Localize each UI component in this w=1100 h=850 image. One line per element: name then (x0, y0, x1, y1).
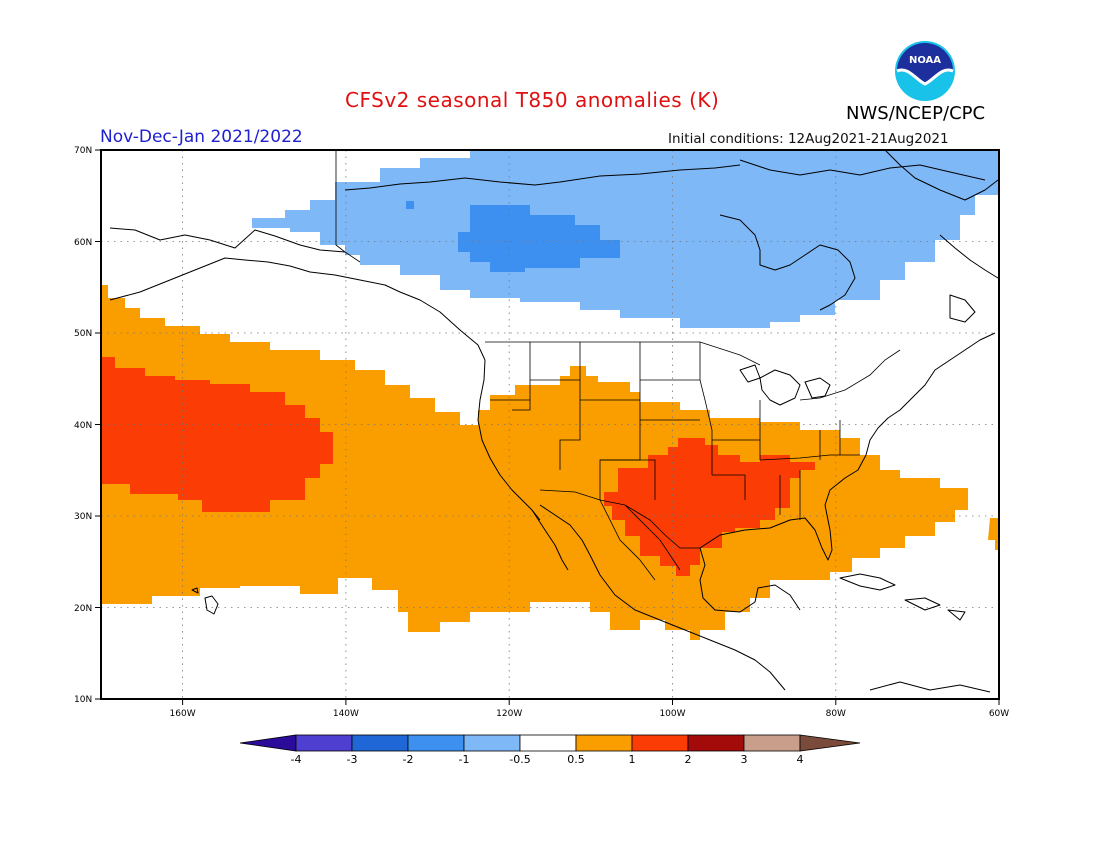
noaa-logo: NOAA (895, 41, 955, 101)
colorbar-swatch-9 (743, 734, 801, 752)
cold-anomaly-spot (406, 201, 414, 209)
lat-label-10n: 10N (74, 695, 92, 705)
colorbar-swatch-8 (687, 734, 745, 752)
colorbar-label-m1: -1 (459, 753, 470, 766)
colorbar-swatch-6 (575, 734, 633, 752)
lat-ticks (95, 149, 101, 700)
agency-label: NWS/NCEP/CPC (846, 103, 986, 124)
initial-conditions-label: Initial conditions: 12Aug2021-21Aug2021 (668, 131, 949, 147)
warm-anomaly-strong-pacific (101, 357, 333, 512)
colorbar-low-arrow (239, 734, 297, 752)
colorbar-label-p1: 1 (629, 753, 636, 766)
colorbar-label-p4: 4 (797, 753, 804, 766)
colorbar-high-arrow (799, 734, 861, 752)
colorbar-label-m3: -3 (347, 753, 358, 766)
political-boundaries (335, 150, 901, 581)
lat-label-20n: 20N (74, 604, 92, 614)
cold-anomaly-light (252, 150, 999, 328)
noaa-logo-text: NOAA (909, 55, 941, 66)
lon-label-140w: 140W (333, 709, 359, 719)
colorbar-swatch-1 (295, 734, 353, 752)
colorbar-swatch-4 (463, 734, 521, 752)
lat-label-60n: 60N (74, 238, 92, 248)
warm-anomaly-strong-us (604, 438, 815, 576)
lon-label-100w: 100W (659, 709, 685, 719)
colorbar (239, 734, 861, 752)
lon-ticks (182, 699, 1000, 705)
colorbar-label-p2: 2 (685, 753, 692, 766)
lat-label-70n: 70N (74, 146, 92, 156)
colorbar-swatch-5 (519, 734, 577, 752)
lon-label-60w: 60W (989, 709, 1009, 719)
coastlines (109, 150, 999, 693)
warm-anomaly-moderate-pacific (101, 285, 968, 640)
colorbar-label-m2: -2 (403, 753, 414, 766)
lon-label-120w: 120W (496, 709, 522, 719)
map-title: CFSv2 seasonal T850 anomalies (K) (345, 88, 720, 112)
lat-label-30n: 30N (74, 512, 92, 522)
colorbar-label-m4: -4 (291, 753, 302, 766)
lon-label-160w: 160W (170, 709, 196, 719)
lat-label-40n: 40N (74, 421, 92, 431)
graticule (101, 150, 999, 699)
lon-label-80w: 80W (826, 709, 846, 719)
colorbar-label-m05: -0.5 (509, 753, 530, 766)
lat-label-50n: 50N (74, 329, 92, 339)
colorbar-label-p3: 3 (741, 753, 748, 766)
warm-anomaly-edge (988, 518, 999, 550)
colorbar-swatch-2 (351, 734, 409, 752)
season-label: Nov-Dec-Jan 2021/2022 (100, 127, 303, 147)
cold-anomaly-moderate (458, 205, 620, 272)
colorbar-swatch-3 (407, 734, 465, 752)
colorbar-label-p05: 0.5 (567, 753, 585, 766)
colorbar-swatch-7 (631, 734, 689, 752)
